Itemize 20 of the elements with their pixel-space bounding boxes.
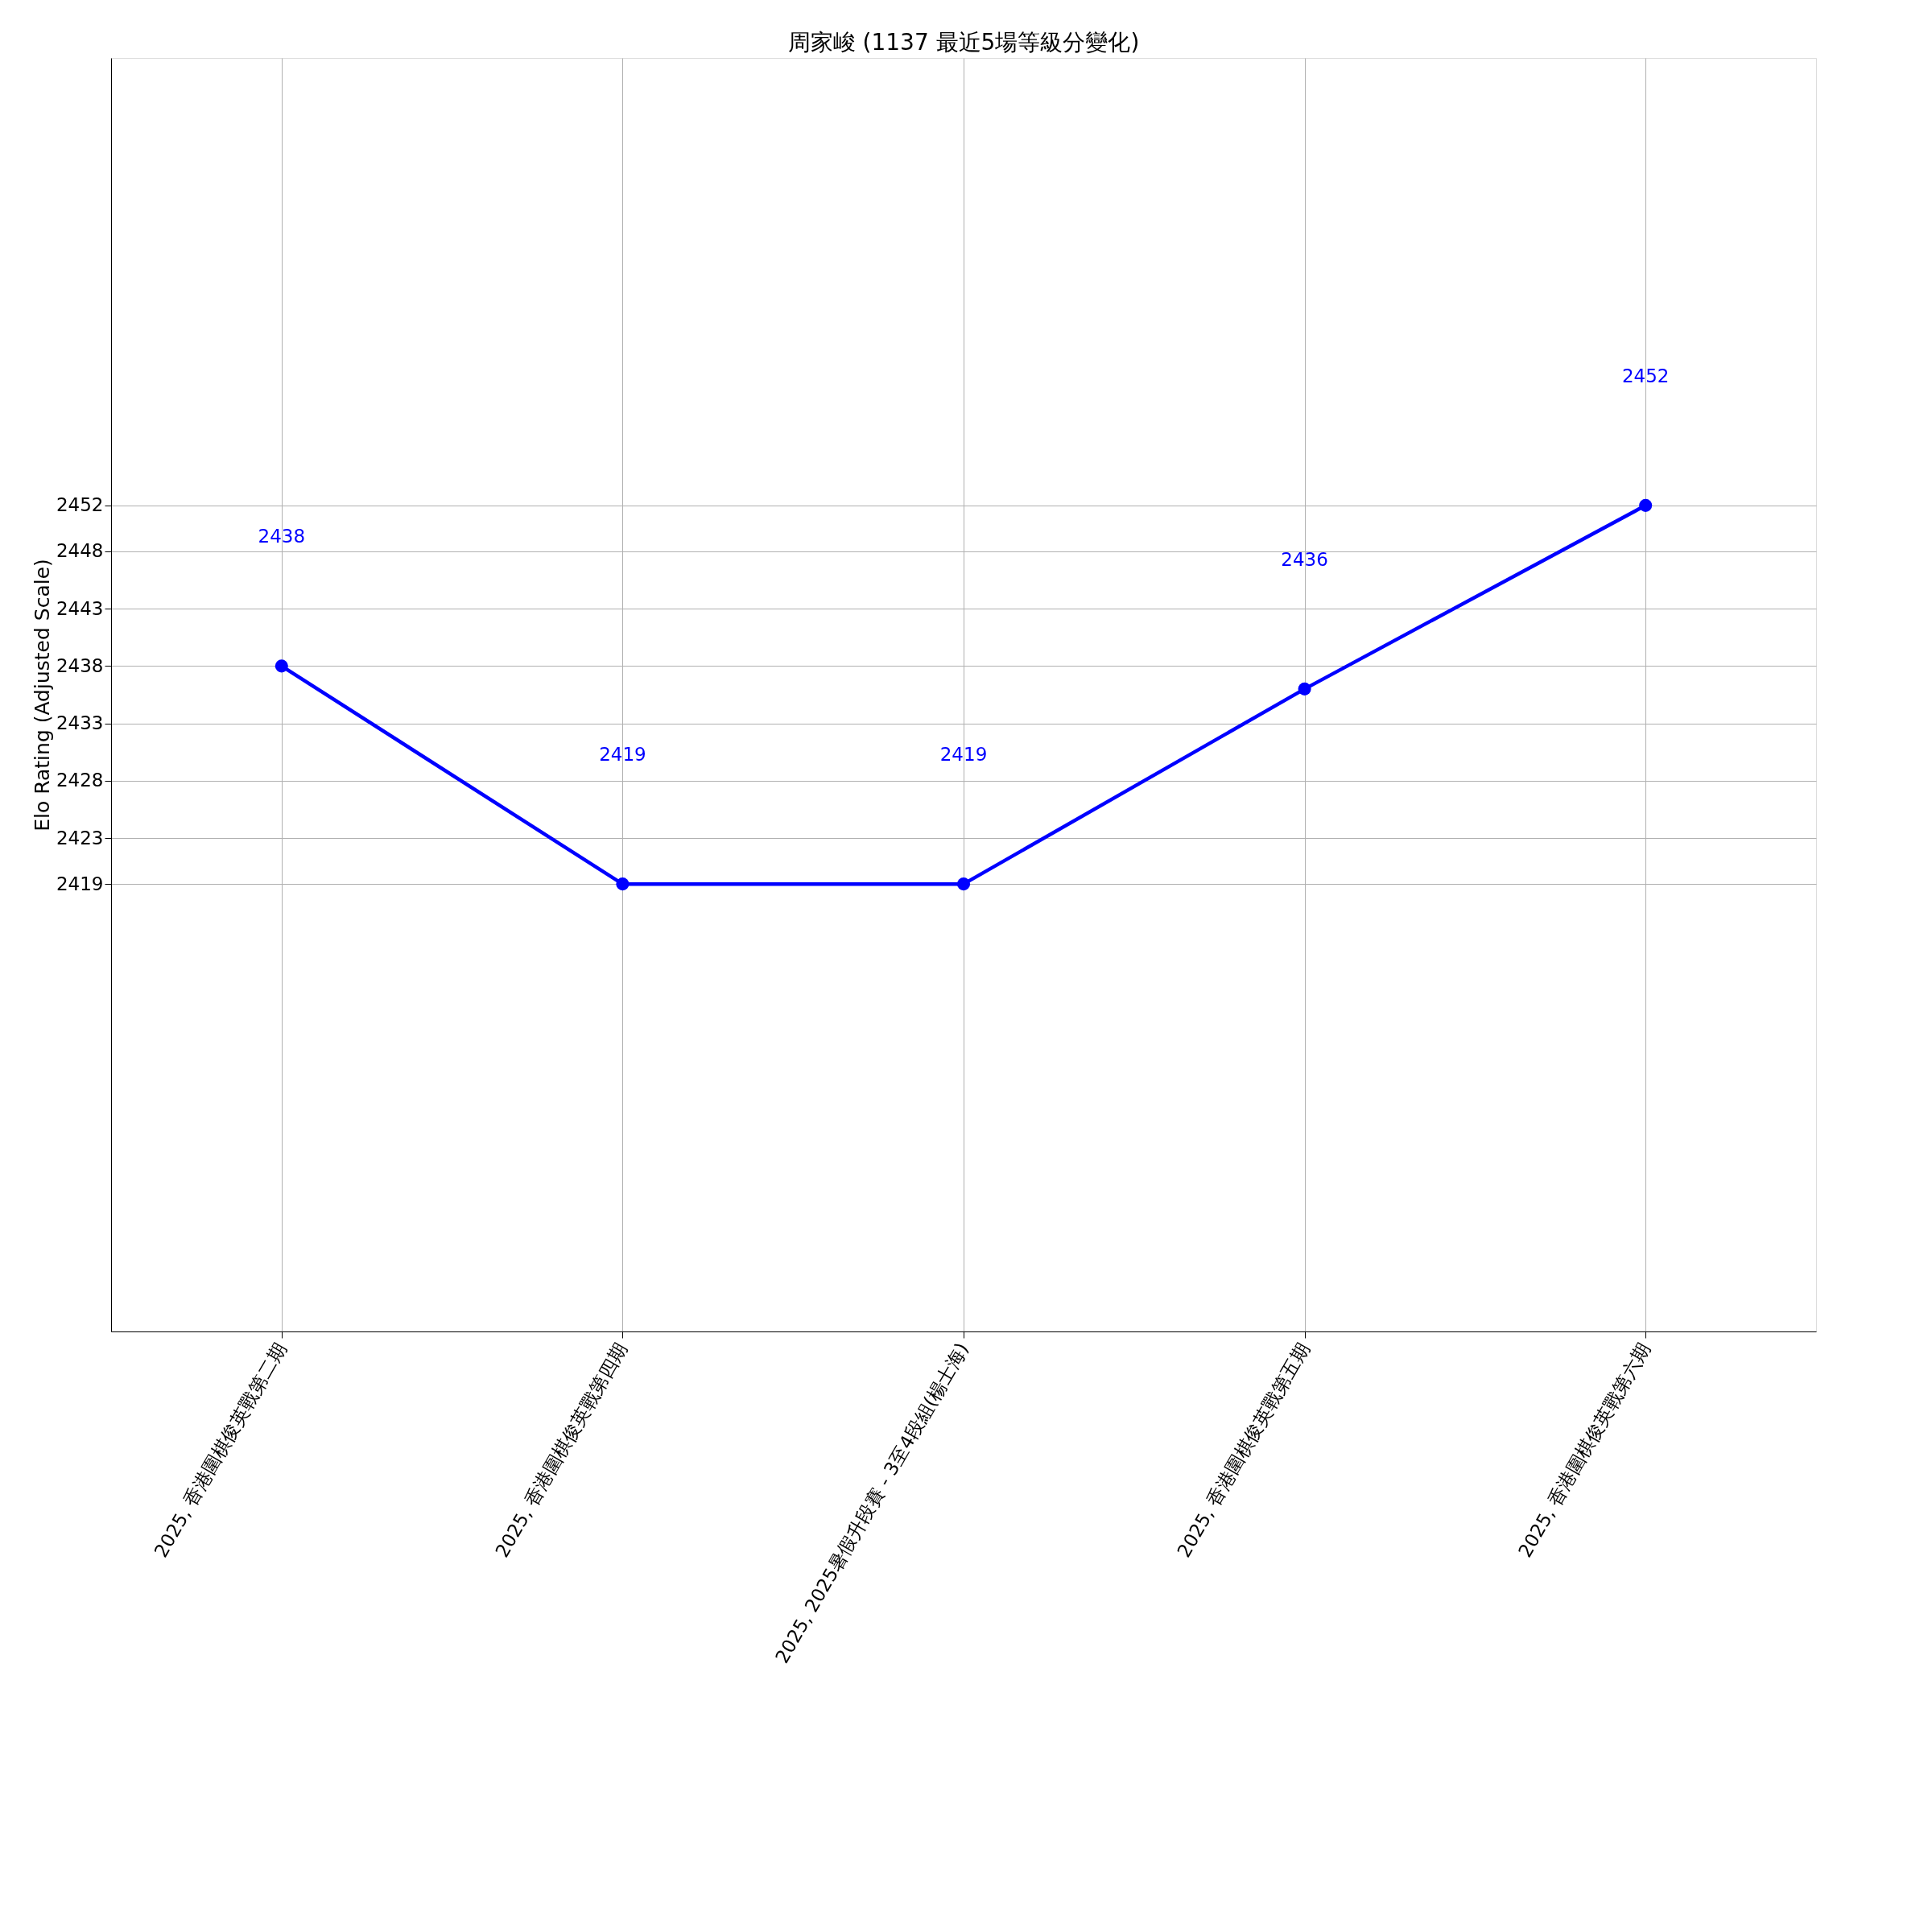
- y-tick-label: 2443: [56, 597, 104, 619]
- annotation: 2438: [258, 526, 306, 547]
- y-tick-label: 2452: [56, 494, 104, 516]
- y-tick-label: 2433: [56, 712, 104, 734]
- y-axis-title: Elo Rating (Adjusted Scale): [30, 559, 54, 832]
- point: [616, 877, 630, 891]
- annotation: 2452: [1621, 365, 1670, 386]
- point: [956, 877, 971, 891]
- y-tick-label: 2428: [56, 770, 104, 791]
- point: [275, 659, 288, 673]
- y-tick-label: 2448: [56, 540, 104, 562]
- y-tick-label: 2419: [56, 873, 104, 894]
- annotation: 2419: [939, 744, 988, 766]
- y-tick-label: 2438: [56, 654, 104, 676]
- point: [1639, 498, 1653, 512]
- y-tick-label: 2423: [56, 827, 104, 848]
- annotation: 2419: [599, 744, 646, 766]
- chart-title: 周家峻 (1137 最近5場等級分變化): [787, 29, 1140, 56]
- annotation: 2436: [1281, 548, 1328, 570]
- point: [1298, 682, 1311, 696]
